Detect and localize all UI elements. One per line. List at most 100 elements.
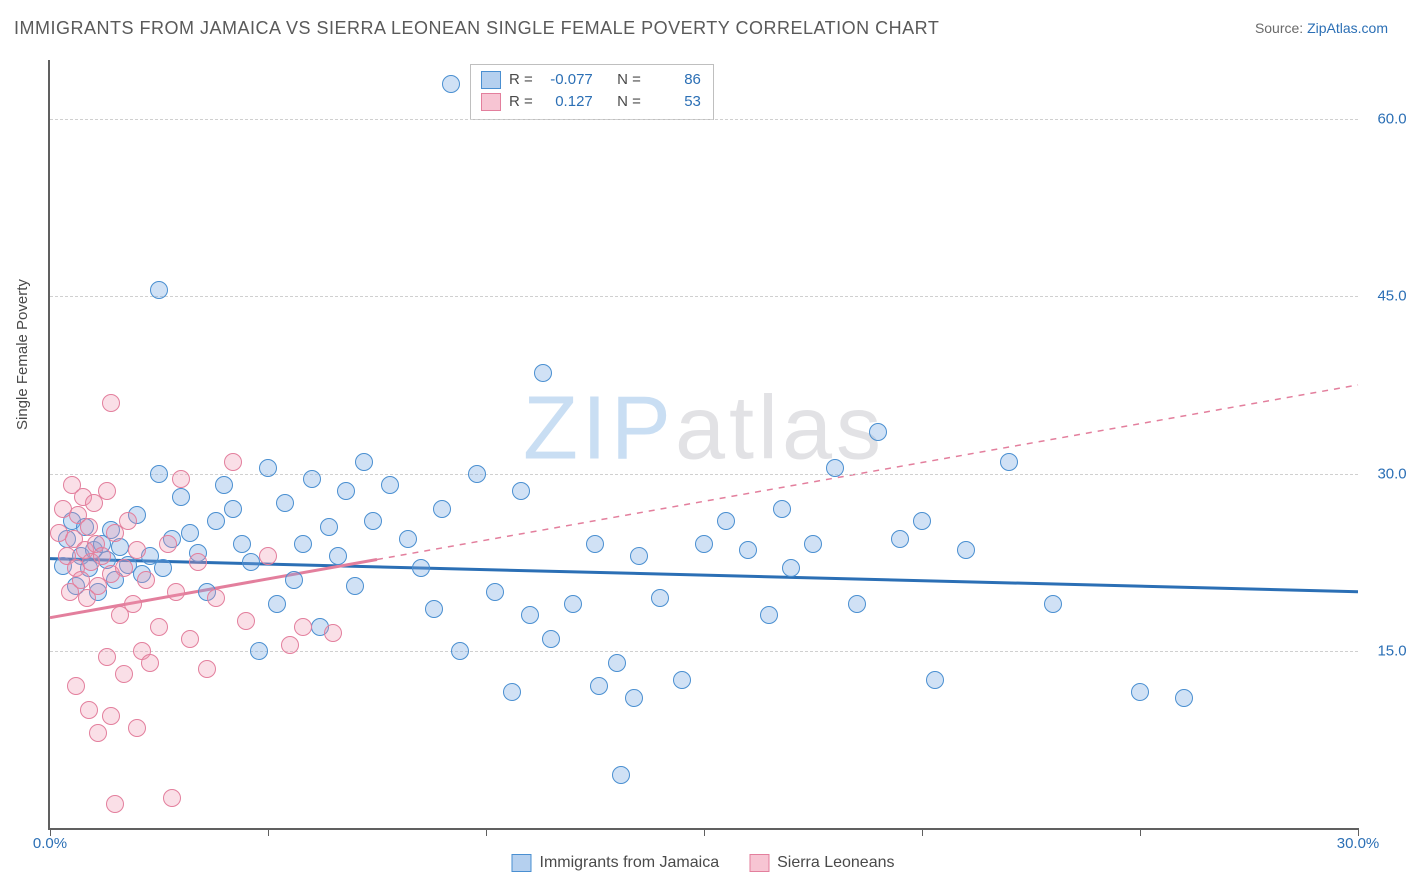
legend-swatch-pink-icon — [749, 854, 769, 872]
data-point-pink — [281, 636, 299, 654]
data-point-blue — [181, 524, 199, 542]
data-point-blue — [294, 535, 312, 553]
data-point-blue — [782, 559, 800, 577]
data-point-blue — [346, 577, 364, 595]
gridline — [50, 119, 1358, 120]
data-point-blue — [957, 541, 975, 559]
data-point-blue — [259, 459, 277, 477]
data-point-pink — [167, 583, 185, 601]
data-point-blue — [717, 512, 735, 530]
data-point-blue — [207, 512, 225, 530]
legend-item-pink: Sierra Leoneans — [749, 854, 894, 872]
data-point-pink — [128, 719, 146, 737]
n-label-pink: N = — [617, 91, 641, 113]
source-value: ZipAtlas.com — [1307, 20, 1388, 36]
data-point-pink — [224, 453, 242, 471]
data-point-blue — [760, 606, 778, 624]
data-point-blue — [590, 677, 608, 695]
data-point-blue — [172, 488, 190, 506]
data-point-blue — [412, 559, 430, 577]
data-point-pink — [102, 394, 120, 412]
data-point-blue — [276, 494, 294, 512]
data-point-pink — [102, 707, 120, 725]
stats-legend-box: R = -0.077 N = 86 R = 0.127 N = 53 — [470, 64, 714, 120]
data-point-pink — [128, 541, 146, 559]
data-point-pink — [172, 470, 190, 488]
data-point-pink — [89, 724, 107, 742]
trend-lines-layer — [50, 60, 1358, 828]
legend-label-blue: Immigrants from Jamaica — [539, 854, 719, 872]
data-point-pink — [124, 595, 142, 613]
data-point-blue — [381, 476, 399, 494]
data-point-blue — [242, 553, 260, 571]
data-point-pink — [198, 660, 216, 678]
data-point-pink — [324, 624, 342, 642]
data-point-blue — [848, 595, 866, 613]
y-tick-label: 30.0% — [1365, 465, 1406, 482]
chart-title: IMMIGRANTS FROM JAMAICA VS SIERRA LEONEA… — [14, 18, 939, 39]
y-tick-label: 45.0% — [1365, 288, 1406, 305]
data-point-blue — [285, 571, 303, 589]
r-label-pink: R = — [509, 91, 533, 113]
data-point-blue — [1000, 453, 1018, 471]
data-point-blue — [329, 547, 347, 565]
data-point-blue — [233, 535, 251, 553]
n-value-blue: 86 — [649, 69, 701, 91]
x-tick — [486, 828, 487, 836]
swatch-blue-icon — [481, 71, 501, 89]
gridline — [50, 651, 1358, 652]
r-value-blue: -0.077 — [541, 69, 593, 91]
data-point-blue — [695, 535, 713, 553]
data-point-pink — [119, 512, 137, 530]
data-point-blue — [442, 75, 460, 93]
y-tick-label: 60.0% — [1365, 111, 1406, 128]
data-point-blue — [337, 482, 355, 500]
x-tick — [268, 828, 269, 836]
data-point-pink — [207, 589, 225, 607]
data-point-pink — [141, 654, 159, 672]
data-point-blue — [564, 595, 582, 613]
data-point-blue — [215, 476, 233, 494]
data-point-blue — [150, 281, 168, 299]
x-tick-label: 30.0% — [1337, 835, 1380, 852]
stats-row-pink: R = 0.127 N = 53 — [481, 91, 701, 113]
trendline-pink-extrapolated — [377, 385, 1358, 560]
data-point-blue — [625, 689, 643, 707]
data-point-blue — [608, 654, 626, 672]
data-point-blue — [1131, 683, 1149, 701]
plot-area: ZIPatlas R = -0.077 N = 86 R = 0.127 N =… — [48, 60, 1358, 830]
r-label-blue: R = — [509, 69, 533, 91]
data-point-blue — [451, 642, 469, 660]
data-point-pink — [80, 518, 98, 536]
data-point-blue — [512, 482, 530, 500]
data-point-blue — [154, 559, 172, 577]
data-point-blue — [1044, 595, 1062, 613]
legend-swatch-blue-icon — [511, 854, 531, 872]
gridline — [50, 296, 1358, 297]
x-tick — [1140, 828, 1141, 836]
data-point-blue — [630, 547, 648, 565]
data-point-blue — [364, 512, 382, 530]
swatch-pink-icon — [481, 93, 501, 111]
data-point-pink — [294, 618, 312, 636]
bottom-legend: Immigrants from Jamaica Sierra Leoneans — [511, 854, 894, 872]
data-point-blue — [869, 423, 887, 441]
data-point-pink — [93, 547, 111, 565]
data-point-blue — [303, 470, 321, 488]
data-point-blue — [739, 541, 757, 559]
data-point-pink — [189, 553, 207, 571]
data-point-blue — [521, 606, 539, 624]
data-point-blue — [433, 500, 451, 518]
y-tick-label: 15.0% — [1365, 642, 1406, 659]
data-point-pink — [72, 571, 90, 589]
data-point-blue — [355, 453, 373, 471]
data-point-blue — [534, 364, 552, 382]
data-point-blue — [150, 465, 168, 483]
data-point-pink — [98, 648, 116, 666]
n-label-blue: N = — [617, 69, 641, 91]
data-point-pink — [67, 677, 85, 695]
data-point-blue — [268, 595, 286, 613]
data-point-blue — [826, 459, 844, 477]
data-point-pink — [150, 618, 168, 636]
source-label: Source: — [1255, 20, 1307, 36]
